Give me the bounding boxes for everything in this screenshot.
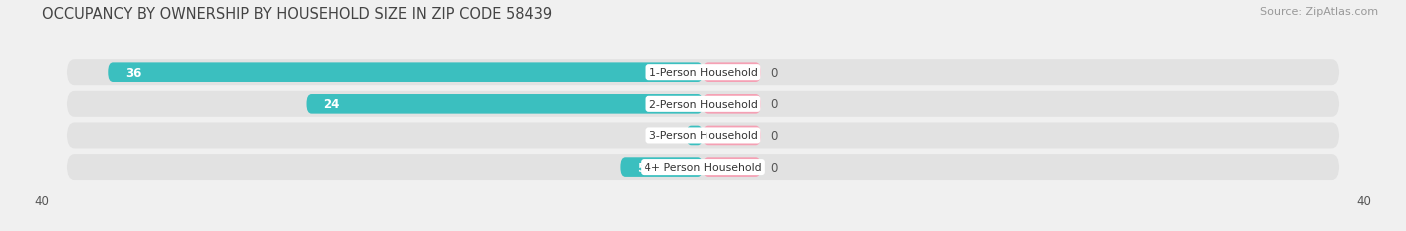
Text: 1: 1 (703, 129, 711, 142)
FancyBboxPatch shape (67, 155, 1339, 180)
FancyBboxPatch shape (67, 91, 1339, 117)
FancyBboxPatch shape (703, 126, 761, 146)
FancyBboxPatch shape (108, 63, 703, 83)
FancyBboxPatch shape (67, 123, 1339, 149)
Text: OCCUPANCY BY OWNERSHIP BY HOUSEHOLD SIZE IN ZIP CODE 58439: OCCUPANCY BY OWNERSHIP BY HOUSEHOLD SIZE… (42, 7, 553, 22)
FancyBboxPatch shape (307, 95, 703, 114)
Text: 0: 0 (770, 98, 778, 111)
FancyBboxPatch shape (620, 158, 703, 177)
Text: 0: 0 (770, 161, 778, 174)
Text: 4+ Person Household: 4+ Person Household (644, 162, 762, 172)
FancyBboxPatch shape (686, 126, 703, 146)
Text: 3-Person Household: 3-Person Household (648, 131, 758, 141)
Text: Source: ZipAtlas.com: Source: ZipAtlas.com (1260, 7, 1378, 17)
FancyBboxPatch shape (703, 158, 761, 177)
Text: 0: 0 (770, 66, 778, 79)
FancyBboxPatch shape (67, 60, 1339, 86)
Text: 24: 24 (323, 98, 339, 111)
FancyBboxPatch shape (703, 95, 761, 114)
Text: 5: 5 (637, 161, 645, 174)
Text: 1-Person Household: 1-Person Household (648, 68, 758, 78)
FancyBboxPatch shape (703, 63, 761, 83)
Text: 36: 36 (125, 66, 141, 79)
Text: 0: 0 (770, 129, 778, 142)
Text: 2-Person Household: 2-Person Household (648, 99, 758, 109)
